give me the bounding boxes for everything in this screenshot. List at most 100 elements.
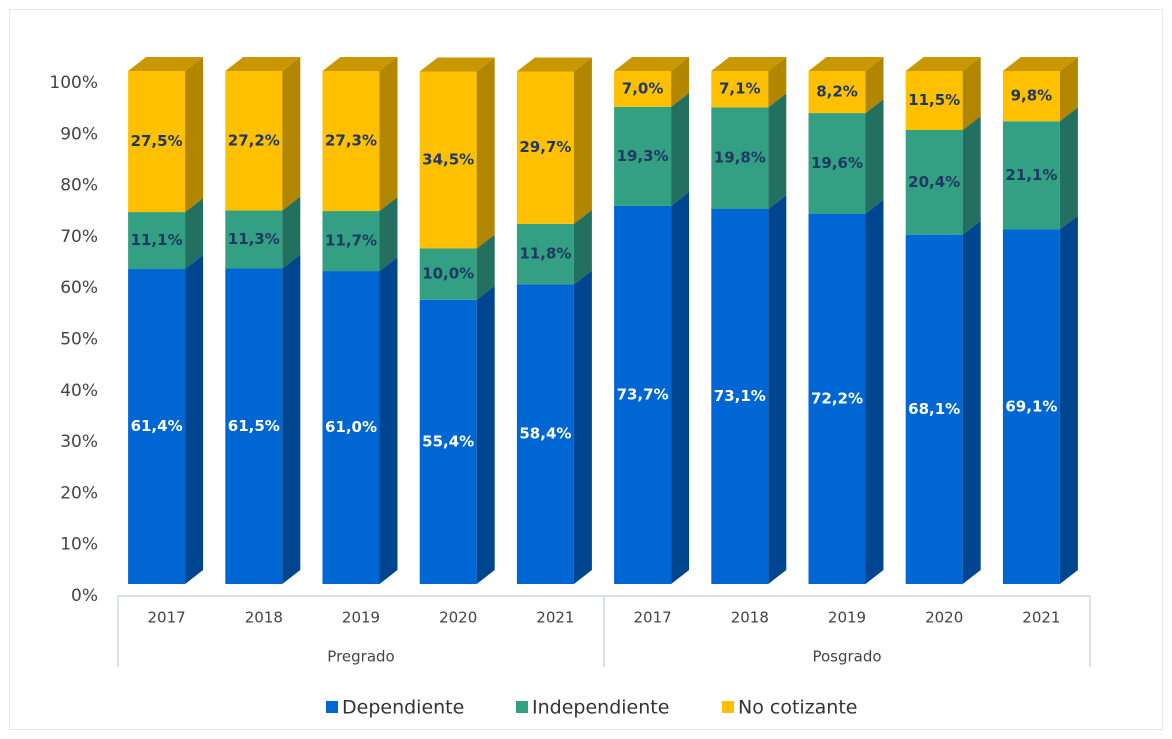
data-label: 9,8%: [1011, 87, 1053, 105]
bar-side: [768, 57, 787, 108]
y-tick-label: 50%: [60, 330, 98, 350]
bar-segment: [614, 205, 672, 584]
bar-side: [185, 198, 204, 270]
bar-segment: [419, 248, 477, 300]
data-label: 73,1%: [714, 387, 766, 405]
y-tick-label: 100%: [49, 73, 98, 93]
bar-side: [865, 57, 884, 114]
y-tick-label: 10%: [60, 535, 98, 555]
data-label: 61,0%: [325, 418, 377, 436]
x-tick-label: 2019: [342, 609, 380, 627]
bar-top: [516, 57, 592, 72]
data-label: 58,4%: [519, 425, 571, 443]
bar-top: [1002, 57, 1078, 71]
bar-side: [476, 234, 495, 300]
bar-top: [419, 57, 495, 72]
bar-segment: [808, 71, 866, 114]
x-tick-label: 2018: [731, 609, 769, 627]
y-tick-label: 80%: [60, 176, 98, 196]
bar-top: [322, 57, 398, 71]
bar-side: [865, 99, 884, 214]
bar-side: [379, 257, 398, 584]
bar-side: [282, 254, 301, 584]
data-label: 20,4%: [908, 173, 960, 191]
x-tick-label: 2020: [925, 609, 963, 627]
bar-segment: [614, 71, 672, 107]
bar-side: [671, 92, 690, 206]
x-tick-label: 2017: [148, 609, 186, 627]
data-label: 11,3%: [228, 230, 280, 248]
bar-segment: [808, 113, 866, 214]
data-label: 27,2%: [228, 131, 280, 149]
data-label: 19,3%: [617, 147, 669, 165]
bar-side: [476, 57, 495, 249]
data-label: 8,2%: [816, 83, 858, 101]
data-label: 11,7%: [325, 232, 377, 250]
legend-label: No cotizante: [738, 697, 857, 719]
data-label: 27,5%: [131, 132, 183, 150]
bar-segment: [225, 210, 283, 269]
bar-segment: [419, 71, 477, 249]
bar-segment: [322, 71, 380, 212]
bar-side: [282, 196, 301, 269]
y-tick-label: 20%: [60, 483, 98, 503]
bar-segment: [225, 268, 283, 584]
bar-side: [573, 57, 592, 224]
bar-top: [711, 57, 787, 71]
data-label: 10,0%: [422, 265, 474, 283]
data-label: 11,5%: [908, 91, 960, 109]
bar-segment: [516, 284, 574, 584]
bar-top: [225, 57, 301, 71]
y-tick-label: 60%: [60, 278, 98, 298]
group-label: Pregrado: [327, 648, 394, 666]
data-label: 19,6%: [811, 154, 863, 172]
bar-segment: [905, 71, 963, 130]
bar-segment: [905, 234, 963, 584]
bar-segment: [711, 107, 769, 209]
data-label: 27,3%: [325, 132, 377, 150]
bar-side: [1059, 57, 1078, 122]
bar-side: [476, 285, 495, 584]
bar-segment: [1002, 229, 1060, 584]
bar-side: [962, 220, 981, 584]
legend-label: Dependiente: [342, 697, 464, 719]
bar-side: [768, 194, 787, 584]
bar-side: [671, 191, 690, 584]
bar-side: [865, 199, 884, 584]
data-label: 7,1%: [719, 80, 761, 98]
bar-segment: [516, 223, 574, 285]
bar-side: [768, 93, 787, 209]
group-label: Posgrado: [812, 648, 881, 666]
data-label: 34,5%: [422, 151, 474, 169]
legend-swatch: [516, 701, 528, 713]
data-label: 11,8%: [519, 245, 571, 263]
bar-side: [962, 115, 981, 235]
bar-side: [671, 57, 690, 107]
bar-side: [573, 270, 592, 584]
bar-side: [1059, 215, 1078, 584]
x-tick-label: 2019: [828, 609, 866, 627]
bar-top: [128, 57, 204, 71]
data-label: 21,1%: [1005, 166, 1057, 184]
data-label: 72,2%: [811, 389, 863, 407]
data-label: 55,4%: [422, 432, 474, 450]
bar-segment: [419, 299, 477, 584]
bar-segment: [711, 208, 769, 584]
bar-segment: [128, 212, 186, 270]
bar-segment: [225, 71, 283, 211]
y-tick-label: 90%: [60, 124, 98, 144]
x-tick-label: 2021: [1022, 609, 1060, 627]
y-tick-label: 0%: [71, 586, 98, 606]
data-label: 61,4%: [131, 417, 183, 435]
bar-side: [282, 57, 301, 211]
bar-segment: [516, 71, 574, 224]
data-label: 61,5%: [228, 417, 280, 435]
x-tick-label: 2018: [245, 609, 283, 627]
x-tick-label: 2017: [634, 609, 672, 627]
y-tick-label: 30%: [60, 432, 98, 452]
bar-segment: [614, 106, 672, 206]
bar-segment: [905, 129, 963, 235]
bar-segment: [128, 269, 186, 584]
legend-label: Independiente: [532, 697, 669, 719]
